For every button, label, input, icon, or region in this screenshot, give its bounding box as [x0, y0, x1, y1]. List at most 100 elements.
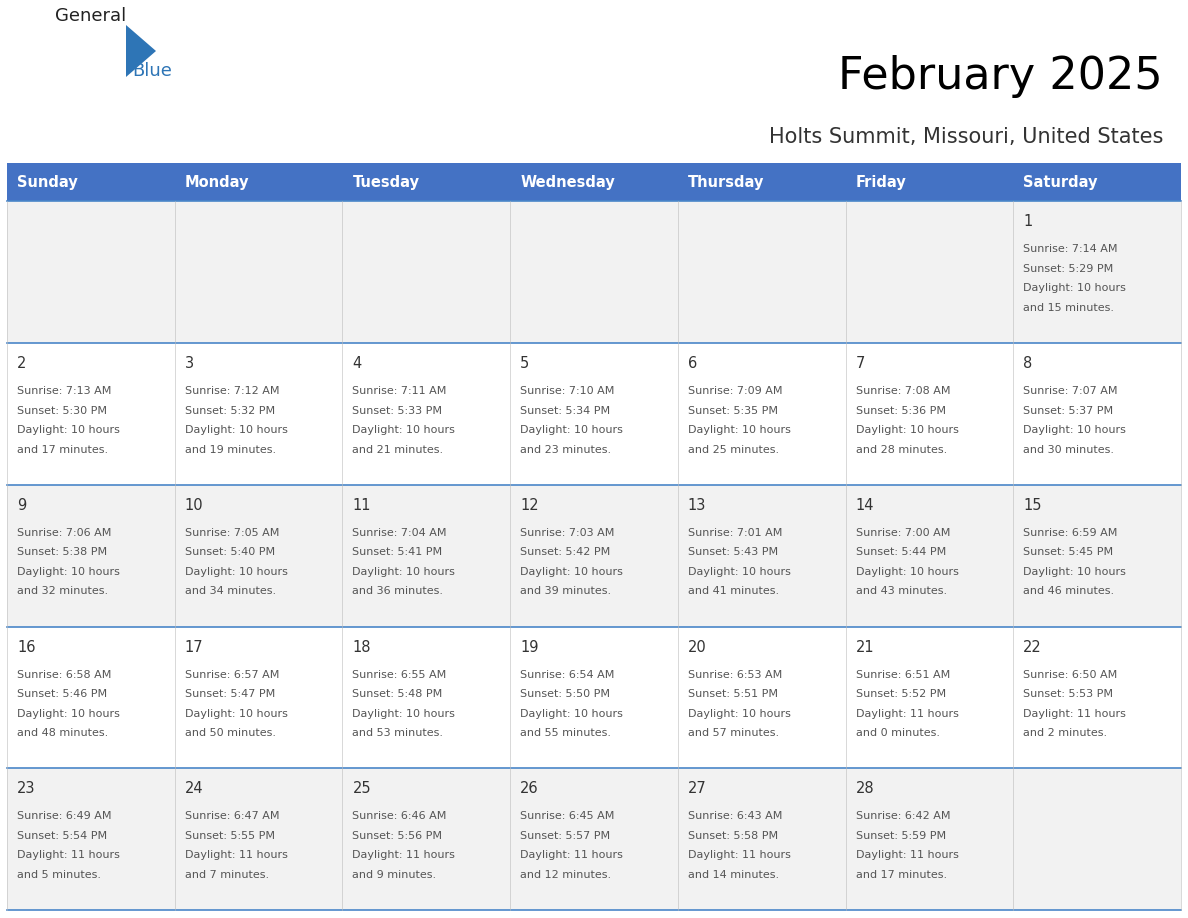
Text: Daylight: 11 hours: Daylight: 11 hours — [1023, 709, 1126, 719]
Text: 19: 19 — [520, 640, 538, 655]
Text: Sunset: 5:42 PM: Sunset: 5:42 PM — [520, 547, 611, 557]
Text: 25: 25 — [353, 781, 371, 796]
Text: February 2025: February 2025 — [839, 55, 1163, 98]
Text: Sunrise: 7:03 AM: Sunrise: 7:03 AM — [520, 528, 614, 538]
Text: Daylight: 10 hours: Daylight: 10 hours — [17, 566, 120, 577]
Text: Daylight: 11 hours: Daylight: 11 hours — [353, 850, 455, 860]
Text: Daylight: 10 hours: Daylight: 10 hours — [1023, 284, 1126, 294]
Text: and 17 minutes.: and 17 minutes. — [855, 869, 947, 879]
Text: 15: 15 — [1023, 498, 1042, 513]
Text: Sunrise: 6:43 AM: Sunrise: 6:43 AM — [688, 812, 782, 822]
Bar — [7, 627, 1181, 768]
Text: 3: 3 — [184, 356, 194, 371]
Text: and 28 minutes.: and 28 minutes. — [855, 444, 947, 454]
Text: 27: 27 — [688, 781, 707, 796]
Text: and 14 minutes.: and 14 minutes. — [688, 869, 779, 879]
Text: Sunrise: 6:45 AM: Sunrise: 6:45 AM — [520, 812, 614, 822]
Text: Sunrise: 7:10 AM: Sunrise: 7:10 AM — [520, 386, 614, 397]
Text: Sunset: 5:34 PM: Sunset: 5:34 PM — [520, 406, 611, 416]
Text: Daylight: 10 hours: Daylight: 10 hours — [520, 425, 623, 435]
Text: Daylight: 10 hours: Daylight: 10 hours — [520, 709, 623, 719]
Text: Daylight: 10 hours: Daylight: 10 hours — [353, 425, 455, 435]
Text: 28: 28 — [855, 781, 874, 796]
Text: and 48 minutes.: and 48 minutes. — [17, 728, 108, 738]
Text: Daylight: 10 hours: Daylight: 10 hours — [17, 425, 120, 435]
Text: and 41 minutes.: and 41 minutes. — [688, 587, 779, 597]
Text: and 50 minutes.: and 50 minutes. — [184, 728, 276, 738]
Text: 6: 6 — [688, 356, 697, 371]
Text: and 57 minutes.: and 57 minutes. — [688, 728, 779, 738]
Text: 23: 23 — [17, 781, 36, 796]
Text: Sunrise: 6:57 AM: Sunrise: 6:57 AM — [184, 669, 279, 679]
Text: Sunrise: 7:13 AM: Sunrise: 7:13 AM — [17, 386, 112, 397]
Text: Sunrise: 7:05 AM: Sunrise: 7:05 AM — [184, 528, 279, 538]
Text: and 23 minutes.: and 23 minutes. — [520, 444, 612, 454]
Text: Daylight: 10 hours: Daylight: 10 hours — [184, 425, 287, 435]
Text: Sunrise: 6:54 AM: Sunrise: 6:54 AM — [520, 669, 614, 679]
Text: Monday: Monday — [184, 175, 249, 190]
Text: 13: 13 — [688, 498, 706, 513]
Text: Daylight: 10 hours: Daylight: 10 hours — [520, 566, 623, 577]
Text: Daylight: 10 hours: Daylight: 10 hours — [855, 425, 959, 435]
Text: Daylight: 11 hours: Daylight: 11 hours — [184, 850, 287, 860]
Text: Sunset: 5:45 PM: Sunset: 5:45 PM — [1023, 547, 1113, 557]
Text: Saturday: Saturday — [1023, 175, 1098, 190]
Text: Sunset: 5:59 PM: Sunset: 5:59 PM — [855, 831, 946, 841]
Bar — [7, 485, 1181, 627]
Text: Sunset: 5:40 PM: Sunset: 5:40 PM — [184, 547, 274, 557]
Text: 12: 12 — [520, 498, 539, 513]
Text: Sunrise: 6:53 AM: Sunrise: 6:53 AM — [688, 669, 782, 679]
Text: Sunrise: 7:11 AM: Sunrise: 7:11 AM — [353, 386, 447, 397]
Text: Sunset: 5:50 PM: Sunset: 5:50 PM — [520, 689, 611, 700]
Text: 18: 18 — [353, 640, 371, 655]
Text: Sunset: 5:32 PM: Sunset: 5:32 PM — [184, 406, 274, 416]
Text: Wednesday: Wednesday — [520, 175, 615, 190]
Polygon shape — [126, 25, 156, 77]
Text: and 12 minutes.: and 12 minutes. — [520, 869, 612, 879]
Text: Sunset: 5:55 PM: Sunset: 5:55 PM — [184, 831, 274, 841]
Text: Sunset: 5:54 PM: Sunset: 5:54 PM — [17, 831, 107, 841]
Text: 1: 1 — [1023, 215, 1032, 230]
Text: Friday: Friday — [855, 175, 906, 190]
Text: Daylight: 10 hours: Daylight: 10 hours — [1023, 566, 1126, 577]
Text: Sunrise: 7:09 AM: Sunrise: 7:09 AM — [688, 386, 783, 397]
Text: and 46 minutes.: and 46 minutes. — [1023, 587, 1114, 597]
Text: 14: 14 — [855, 498, 874, 513]
Text: Sunset: 5:48 PM: Sunset: 5:48 PM — [353, 689, 443, 700]
Text: Sunset: 5:36 PM: Sunset: 5:36 PM — [855, 406, 946, 416]
Text: and 2 minutes.: and 2 minutes. — [1023, 728, 1107, 738]
Text: Sunrise: 6:51 AM: Sunrise: 6:51 AM — [855, 669, 950, 679]
Text: Daylight: 11 hours: Daylight: 11 hours — [855, 850, 959, 860]
Text: and 21 minutes.: and 21 minutes. — [353, 444, 443, 454]
Text: Daylight: 10 hours: Daylight: 10 hours — [184, 709, 287, 719]
Text: Sunset: 5:30 PM: Sunset: 5:30 PM — [17, 406, 107, 416]
Text: and 15 minutes.: and 15 minutes. — [1023, 303, 1114, 313]
Text: Sunrise: 7:06 AM: Sunrise: 7:06 AM — [17, 528, 112, 538]
Text: 16: 16 — [17, 640, 36, 655]
Text: 2: 2 — [17, 356, 26, 371]
Text: Sunrise: 7:14 AM: Sunrise: 7:14 AM — [1023, 244, 1118, 254]
Text: Sunrise: 7:12 AM: Sunrise: 7:12 AM — [184, 386, 279, 397]
Text: 22: 22 — [1023, 640, 1042, 655]
Text: Sunrise: 6:46 AM: Sunrise: 6:46 AM — [353, 812, 447, 822]
Text: Sunrise: 6:42 AM: Sunrise: 6:42 AM — [855, 812, 950, 822]
Text: Sunrise: 7:07 AM: Sunrise: 7:07 AM — [1023, 386, 1118, 397]
Text: Sunset: 5:56 PM: Sunset: 5:56 PM — [353, 831, 442, 841]
Text: Sunrise: 6:55 AM: Sunrise: 6:55 AM — [353, 669, 447, 679]
Bar — [7, 201, 1181, 343]
Text: and 9 minutes.: and 9 minutes. — [353, 869, 436, 879]
Text: Thursday: Thursday — [688, 175, 764, 190]
Text: 20: 20 — [688, 640, 707, 655]
Text: Sunrise: 7:04 AM: Sunrise: 7:04 AM — [353, 528, 447, 538]
Text: and 5 minutes.: and 5 minutes. — [17, 869, 101, 879]
Text: Sunrise: 6:58 AM: Sunrise: 6:58 AM — [17, 669, 112, 679]
Bar — [7, 768, 1181, 910]
Text: Sunrise: 7:08 AM: Sunrise: 7:08 AM — [855, 386, 950, 397]
Text: Sunrise: 6:47 AM: Sunrise: 6:47 AM — [184, 812, 279, 822]
Text: Daylight: 10 hours: Daylight: 10 hours — [17, 709, 120, 719]
Text: and 19 minutes.: and 19 minutes. — [184, 444, 276, 454]
Text: Sunday: Sunday — [17, 175, 77, 190]
Text: and 25 minutes.: and 25 minutes. — [688, 444, 779, 454]
Text: Sunset: 5:44 PM: Sunset: 5:44 PM — [855, 547, 946, 557]
Text: Sunset: 5:33 PM: Sunset: 5:33 PM — [353, 406, 442, 416]
